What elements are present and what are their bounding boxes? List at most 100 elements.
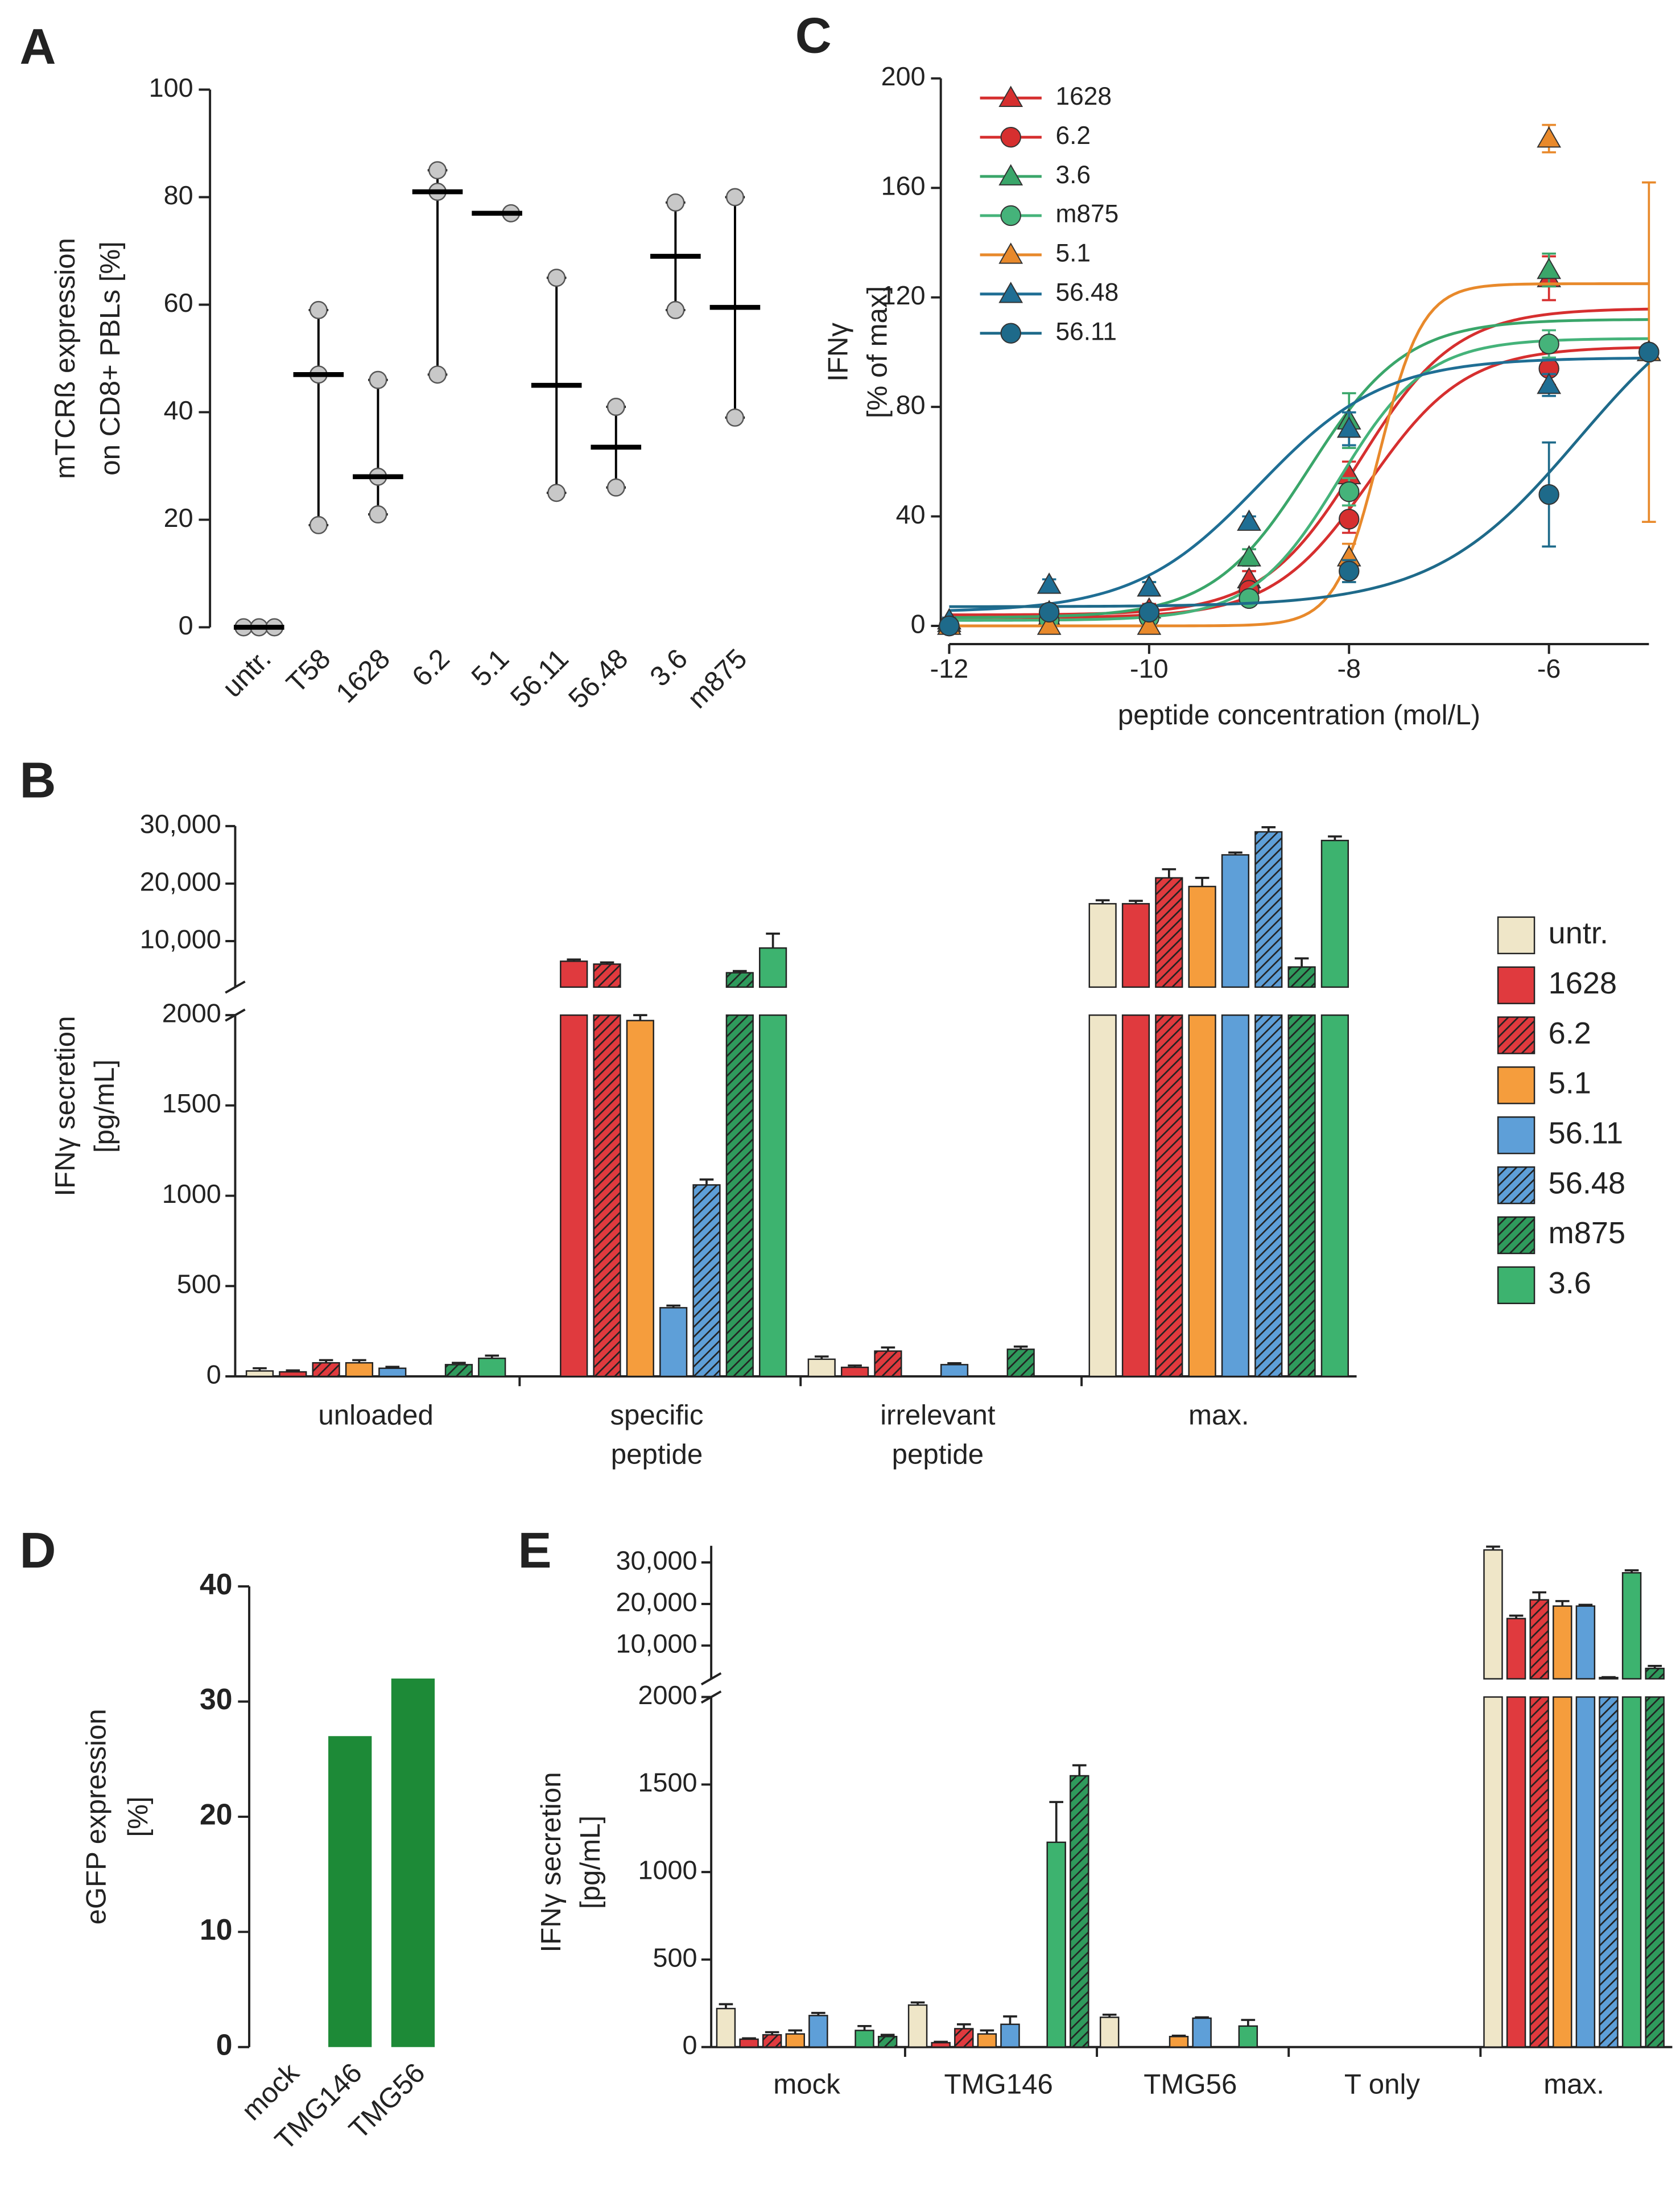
legend-marker	[998, 242, 1023, 264]
bar	[478, 1358, 506, 1378]
x-tick-label: 56.48	[563, 643, 634, 715]
bar	[1221, 1014, 1250, 1378]
data-point	[1037, 572, 1062, 594]
legend-swatch	[1497, 1016, 1535, 1054]
y-tick-label: 500	[653, 1943, 697, 1972]
axis-break	[700, 1672, 722, 1686]
y-axis-label: [% of max]	[861, 286, 893, 418]
x-tick-label: -10	[1130, 654, 1169, 683]
bar	[593, 1014, 621, 1378]
bar	[1553, 1696, 1572, 2048]
panel-letter: D	[19, 1522, 56, 1578]
legend-label: 56.11	[1549, 1116, 1623, 1150]
legend-label: 6.2	[1055, 122, 1091, 150]
x-tick-label: 56.11	[505, 643, 575, 713]
y-tick-label: 2000	[638, 1680, 697, 1710]
legend-label: 5.1	[1055, 240, 1091, 267]
bar	[1121, 1014, 1150, 1378]
legend-marker	[998, 85, 1023, 108]
data-point	[1137, 613, 1162, 635]
fit-curve	[949, 318, 1649, 619]
legend-label: 5.1	[1549, 1066, 1591, 1100]
y-axis-label: [pg/mL]	[575, 1816, 606, 1909]
data-point	[666, 193, 685, 212]
fit-curve	[949, 337, 1649, 622]
bar	[1599, 1696, 1619, 2048]
bar	[874, 1350, 902, 1378]
y-tick-label: 1000	[162, 1179, 221, 1209]
fit-curve	[949, 356, 1649, 612]
data-point	[666, 300, 685, 319]
bar	[940, 1364, 969, 1378]
x-tick-label: 6.2	[406, 643, 455, 692]
legend-swatch	[1497, 1216, 1535, 1255]
x-tick-label: mock	[773, 2069, 840, 2100]
y-axis-label: mTCRß expression	[49, 238, 81, 479]
bar-upper	[1553, 1605, 1572, 1680]
bar-upper	[593, 963, 621, 988]
data-point	[428, 161, 447, 180]
legend-swatch	[1497, 1116, 1535, 1154]
bar-upper	[1221, 854, 1250, 988]
bar-upper	[1529, 1599, 1549, 1680]
bar	[1099, 2016, 1120, 2048]
legend-label: m875	[1055, 200, 1118, 228]
legend-label: m875	[1549, 1216, 1625, 1250]
bar-upper	[1645, 1668, 1665, 1680]
bar	[808, 2015, 828, 2048]
legend-marker	[1000, 205, 1021, 226]
bar	[328, 1736, 372, 2047]
data-point	[1537, 372, 1562, 394]
bar	[378, 1367, 407, 1378]
bar	[659, 1307, 688, 1378]
y-tick-label: 500	[177, 1269, 221, 1299]
bar	[1169, 2036, 1189, 2048]
bar	[1529, 1696, 1549, 2048]
legend-swatch	[1497, 1066, 1535, 1104]
bar	[1000, 2023, 1020, 2048]
legend-marker	[998, 282, 1023, 303]
bar	[560, 1014, 588, 1378]
x-tick-label: specific	[610, 1399, 703, 1430]
bar	[1155, 1014, 1183, 1378]
bar	[1645, 1696, 1665, 2048]
y-axis-label: eGFP expression	[80, 1709, 112, 1924]
bar	[312, 1362, 340, 1378]
bar-upper	[1506, 1618, 1526, 1680]
x-tick-label: peptide	[611, 1438, 703, 1470]
bar-upper	[1254, 831, 1283, 988]
y-tick-label: 0	[179, 611, 193, 640]
bar	[725, 1014, 754, 1378]
bar	[391, 1679, 435, 2047]
data-point	[428, 365, 447, 384]
bar	[444, 1364, 473, 1378]
y-tick-label: 40	[200, 1568, 232, 1601]
y-tick-label: 0	[911, 609, 926, 638]
y-axis-label: on CD8+ PBLs [%]	[94, 241, 126, 476]
bar	[840, 1366, 869, 1378]
y-axis-label: IFNγ secretion	[49, 1016, 81, 1196]
bar	[716, 2007, 736, 2048]
bar	[1088, 1014, 1117, 1378]
legend-swatch	[1497, 1266, 1535, 1305]
x-tick-label: -8	[1337, 654, 1361, 683]
fit-curve	[949, 307, 1649, 617]
bar-upper	[1188, 885, 1216, 988]
bar	[279, 1371, 307, 1378]
y-tick-label: 30,000	[140, 809, 221, 839]
data-point	[1237, 509, 1261, 531]
data-point	[369, 370, 387, 389]
x-tick-label: 3.6	[644, 643, 694, 692]
y-tick-label: 60	[164, 288, 193, 317]
panel-letter: C	[795, 7, 832, 63]
bar	[877, 2036, 898, 2048]
panel-letter: E	[518, 1522, 552, 1578]
bar	[954, 2028, 974, 2048]
y-tick-label: 30,000	[616, 1545, 697, 1575]
bar-upper	[725, 972, 754, 988]
x-tick-label: max.	[1188, 1399, 1249, 1430]
data-point	[1239, 588, 1260, 609]
bar	[931, 2042, 951, 2048]
data-point	[547, 269, 566, 287]
bar	[626, 1020, 654, 1378]
